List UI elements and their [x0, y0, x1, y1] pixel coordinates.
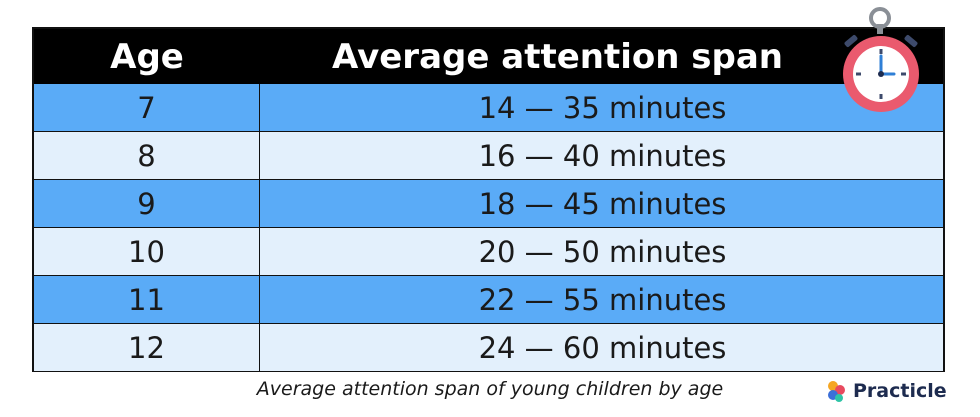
age-cell: 11	[34, 276, 260, 323]
table-row: 12 24 — 60 minutes	[34, 323, 943, 371]
span-cell: 16 — 40 minutes	[478, 138, 727, 173]
span-cell: 14 — 35 minutes	[478, 90, 727, 125]
age-cell: 7	[34, 84, 260, 131]
age-cell: 12	[34, 324, 260, 371]
table-row: 10 20 — 50 minutes	[34, 227, 943, 275]
age-cell: 10	[34, 228, 260, 275]
table-row: 9 18 — 45 minutes	[34, 179, 943, 227]
span-cell: 18 — 45 minutes	[478, 186, 727, 221]
attention-span-table: Age Average attention span 7 14 — 35 min…	[32, 27, 945, 372]
brand: Practicle	[825, 378, 947, 404]
stopwatch-icon	[838, 4, 938, 119]
table-header: Age Average attention span	[34, 29, 943, 84]
span-cell: 24 — 60 minutes	[478, 330, 727, 365]
table-body: 7 14 — 35 minutes 8 16 — 40 minutes 9 18…	[34, 84, 943, 371]
header-age: Age	[110, 36, 184, 77]
table-caption: Average attention span of young children…	[256, 378, 724, 400]
span-cell: 20 — 50 minutes	[478, 234, 727, 269]
age-cell: 9	[34, 180, 260, 227]
practicle-logo-icon	[828, 381, 845, 402]
table-row: 11 22 — 55 minutes	[34, 275, 943, 323]
table-row: 7 14 — 35 minutes	[34, 84, 943, 131]
age-cell: 8	[34, 132, 260, 179]
span-cell: 22 — 55 minutes	[478, 282, 727, 317]
brand-name: Practicle	[853, 380, 947, 402]
header-average-attention-span: Average attention span	[331, 36, 783, 77]
table-row: 8 16 — 40 minutes	[34, 131, 943, 179]
